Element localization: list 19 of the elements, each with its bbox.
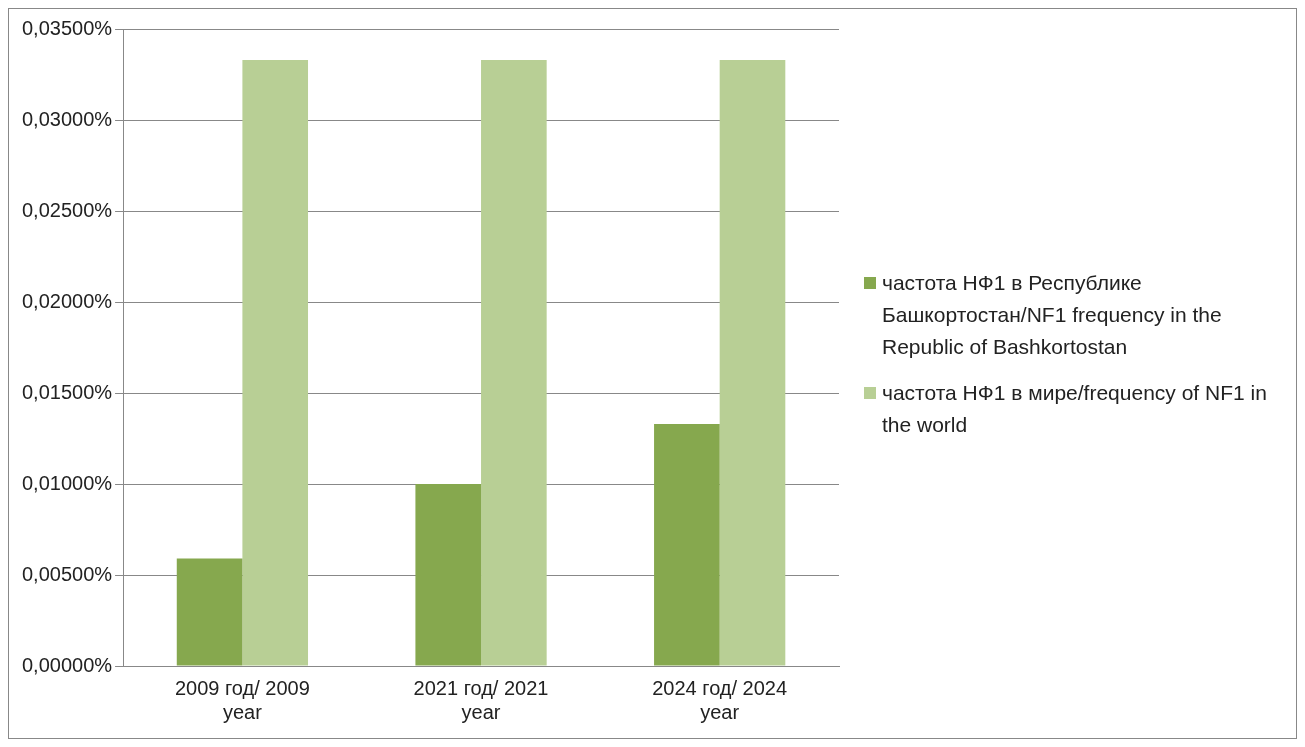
legend-label: частота НФ1 в Республике Башкортостан/NF1 frequency in the Republic of Bashkortostan xyxy=(882,270,1223,360)
bar xyxy=(481,59,547,666)
y-tick-label: 0,02000% xyxy=(22,289,113,312)
y-tick-label: 0,03500% xyxy=(22,16,113,39)
bar xyxy=(242,59,309,666)
x-tick-label: 2024 год/ 2024 year xyxy=(652,676,788,723)
y-tick-label: 0,00500% xyxy=(22,562,113,585)
y-tick-label: 0,02500% xyxy=(22,198,113,221)
y-tick-label: 0,00000% xyxy=(22,653,113,676)
legend-label: частота НФ1 в мире/frequency of NF1 in the world xyxy=(882,380,1268,438)
y-tick-label: 0,01000% xyxy=(22,471,113,494)
bar xyxy=(176,558,243,666)
bar xyxy=(415,484,482,666)
x-tick-label: 2021 год/ 2021 year xyxy=(413,676,549,723)
bar xyxy=(719,59,786,666)
y-tick-label: 0,01500% xyxy=(22,380,113,403)
bar xyxy=(654,423,720,666)
x-tick-label: 2009 год/ 2009 year xyxy=(174,676,310,723)
y-tick-label: 0,03000% xyxy=(22,107,113,130)
